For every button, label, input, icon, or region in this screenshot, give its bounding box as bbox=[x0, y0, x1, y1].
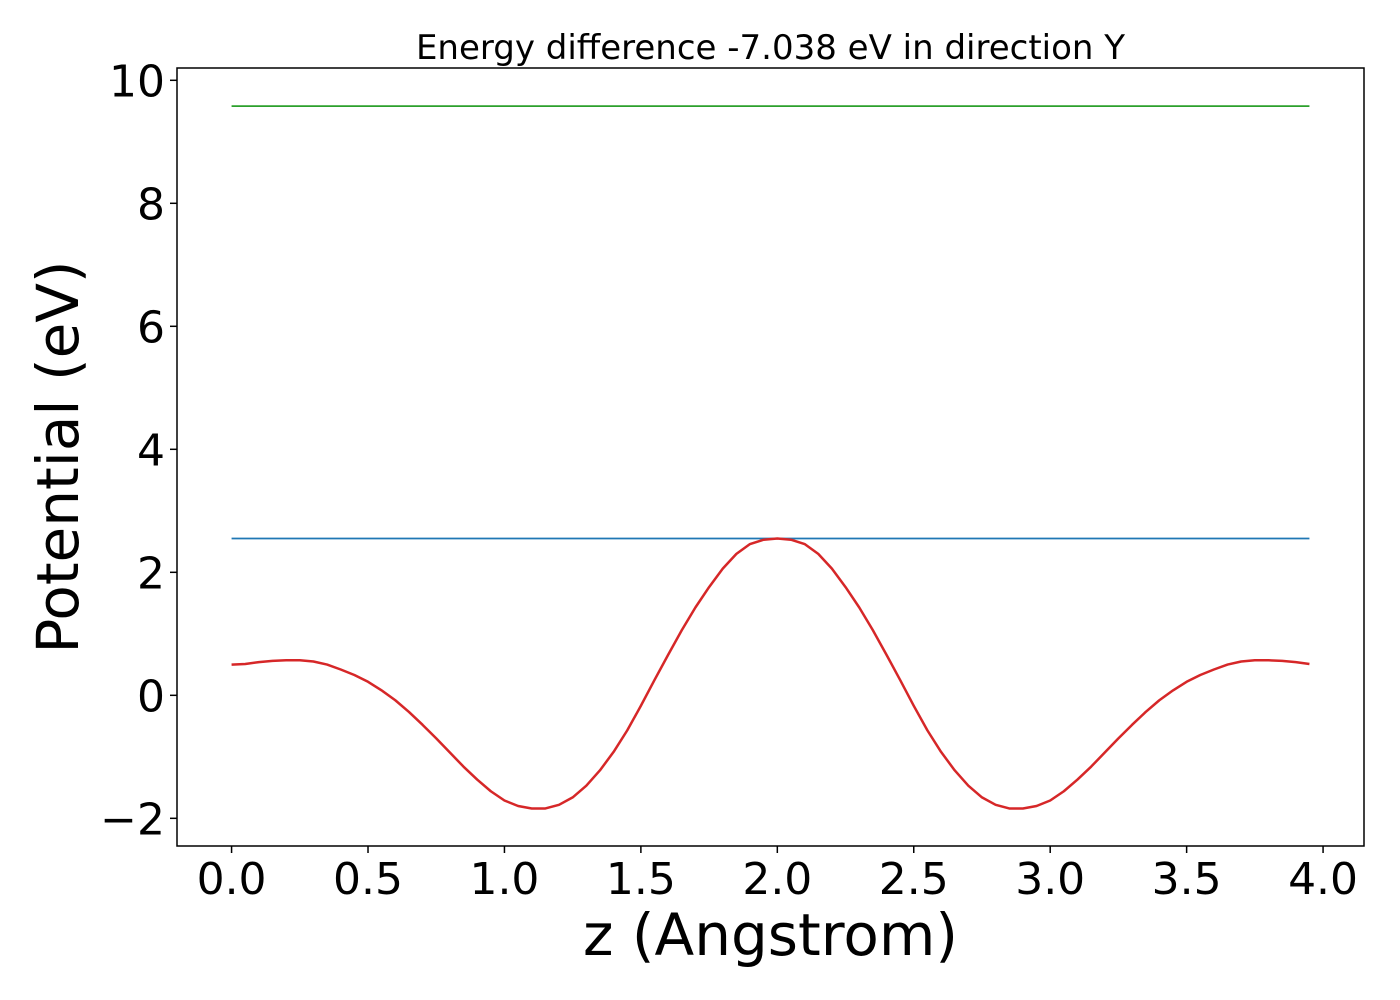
series-line-3 bbox=[231, 537, 1310, 810]
x-tick-label: 3.5 bbox=[1152, 854, 1222, 905]
x-tick-label: 2.5 bbox=[879, 854, 949, 905]
x-tick-label: 4.0 bbox=[1288, 854, 1358, 905]
y-tick-label: 8 bbox=[137, 179, 165, 230]
x-tick-label: 0.0 bbox=[197, 854, 267, 905]
x-axis-title: z (Angstrom) bbox=[583, 901, 958, 969]
x-tick-label: 2.0 bbox=[742, 854, 812, 905]
series-layer bbox=[231, 105, 1310, 810]
x-tick-label: 3.0 bbox=[1015, 854, 1085, 905]
y-axis-title: Potential (eV) bbox=[24, 260, 92, 653]
y-axis: −2 0 2 4 6 8 10 bbox=[100, 56, 177, 845]
y-tick-label: 4 bbox=[137, 425, 165, 476]
y-tick-label: −2 bbox=[100, 794, 165, 845]
x-tick-label: 0.5 bbox=[333, 854, 403, 905]
plot-area bbox=[176, 67, 1365, 847]
y-tick-label: 10 bbox=[109, 56, 165, 107]
x-axis: 0.0 0.5 1.0 1.5 2.0 2.5 3.0 3.5 4.0 bbox=[197, 846, 1358, 905]
y-tick-label: 2 bbox=[137, 548, 165, 599]
x-tick-label: 1.5 bbox=[606, 854, 676, 905]
y-tick-label: 6 bbox=[137, 302, 165, 353]
chart-title: Energy difference -7.038 eV in direction… bbox=[416, 28, 1125, 68]
x-tick-label: 1.0 bbox=[469, 854, 539, 905]
y-tick-label: 0 bbox=[137, 671, 165, 722]
